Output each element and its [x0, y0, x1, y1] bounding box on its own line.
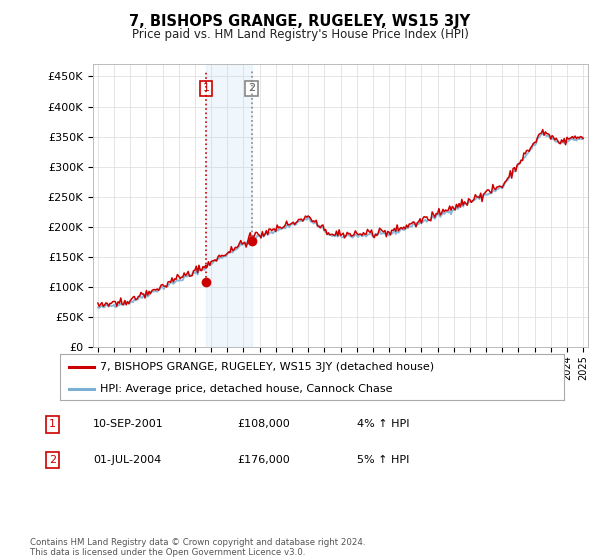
Text: 2: 2 — [248, 83, 255, 94]
Bar — [206, 64, 251, 347]
Text: 5% ↑ HPI: 5% ↑ HPI — [357, 455, 409, 465]
Text: HPI: Average price, detached house, Cannock Chase: HPI: Average price, detached house, Cann… — [100, 384, 393, 394]
Text: 4% ↑ HPI: 4% ↑ HPI — [357, 419, 409, 430]
Text: 10-SEP-2001: 10-SEP-2001 — [93, 419, 164, 430]
Text: 7, BISHOPS GRANGE, RUGELEY, WS15 3JY: 7, BISHOPS GRANGE, RUGELEY, WS15 3JY — [130, 14, 470, 29]
Text: 1: 1 — [49, 419, 56, 430]
Text: Contains HM Land Registry data © Crown copyright and database right 2024.
This d: Contains HM Land Registry data © Crown c… — [30, 538, 365, 557]
Text: 2: 2 — [49, 455, 56, 465]
Text: 1: 1 — [203, 83, 209, 94]
Text: £176,000: £176,000 — [237, 455, 290, 465]
Text: Price paid vs. HM Land Registry's House Price Index (HPI): Price paid vs. HM Land Registry's House … — [131, 28, 469, 41]
Text: 01-JUL-2004: 01-JUL-2004 — [93, 455, 161, 465]
Text: £108,000: £108,000 — [237, 419, 290, 430]
Text: 7, BISHOPS GRANGE, RUGELEY, WS15 3JY (detached house): 7, BISHOPS GRANGE, RUGELEY, WS15 3JY (de… — [100, 362, 434, 372]
